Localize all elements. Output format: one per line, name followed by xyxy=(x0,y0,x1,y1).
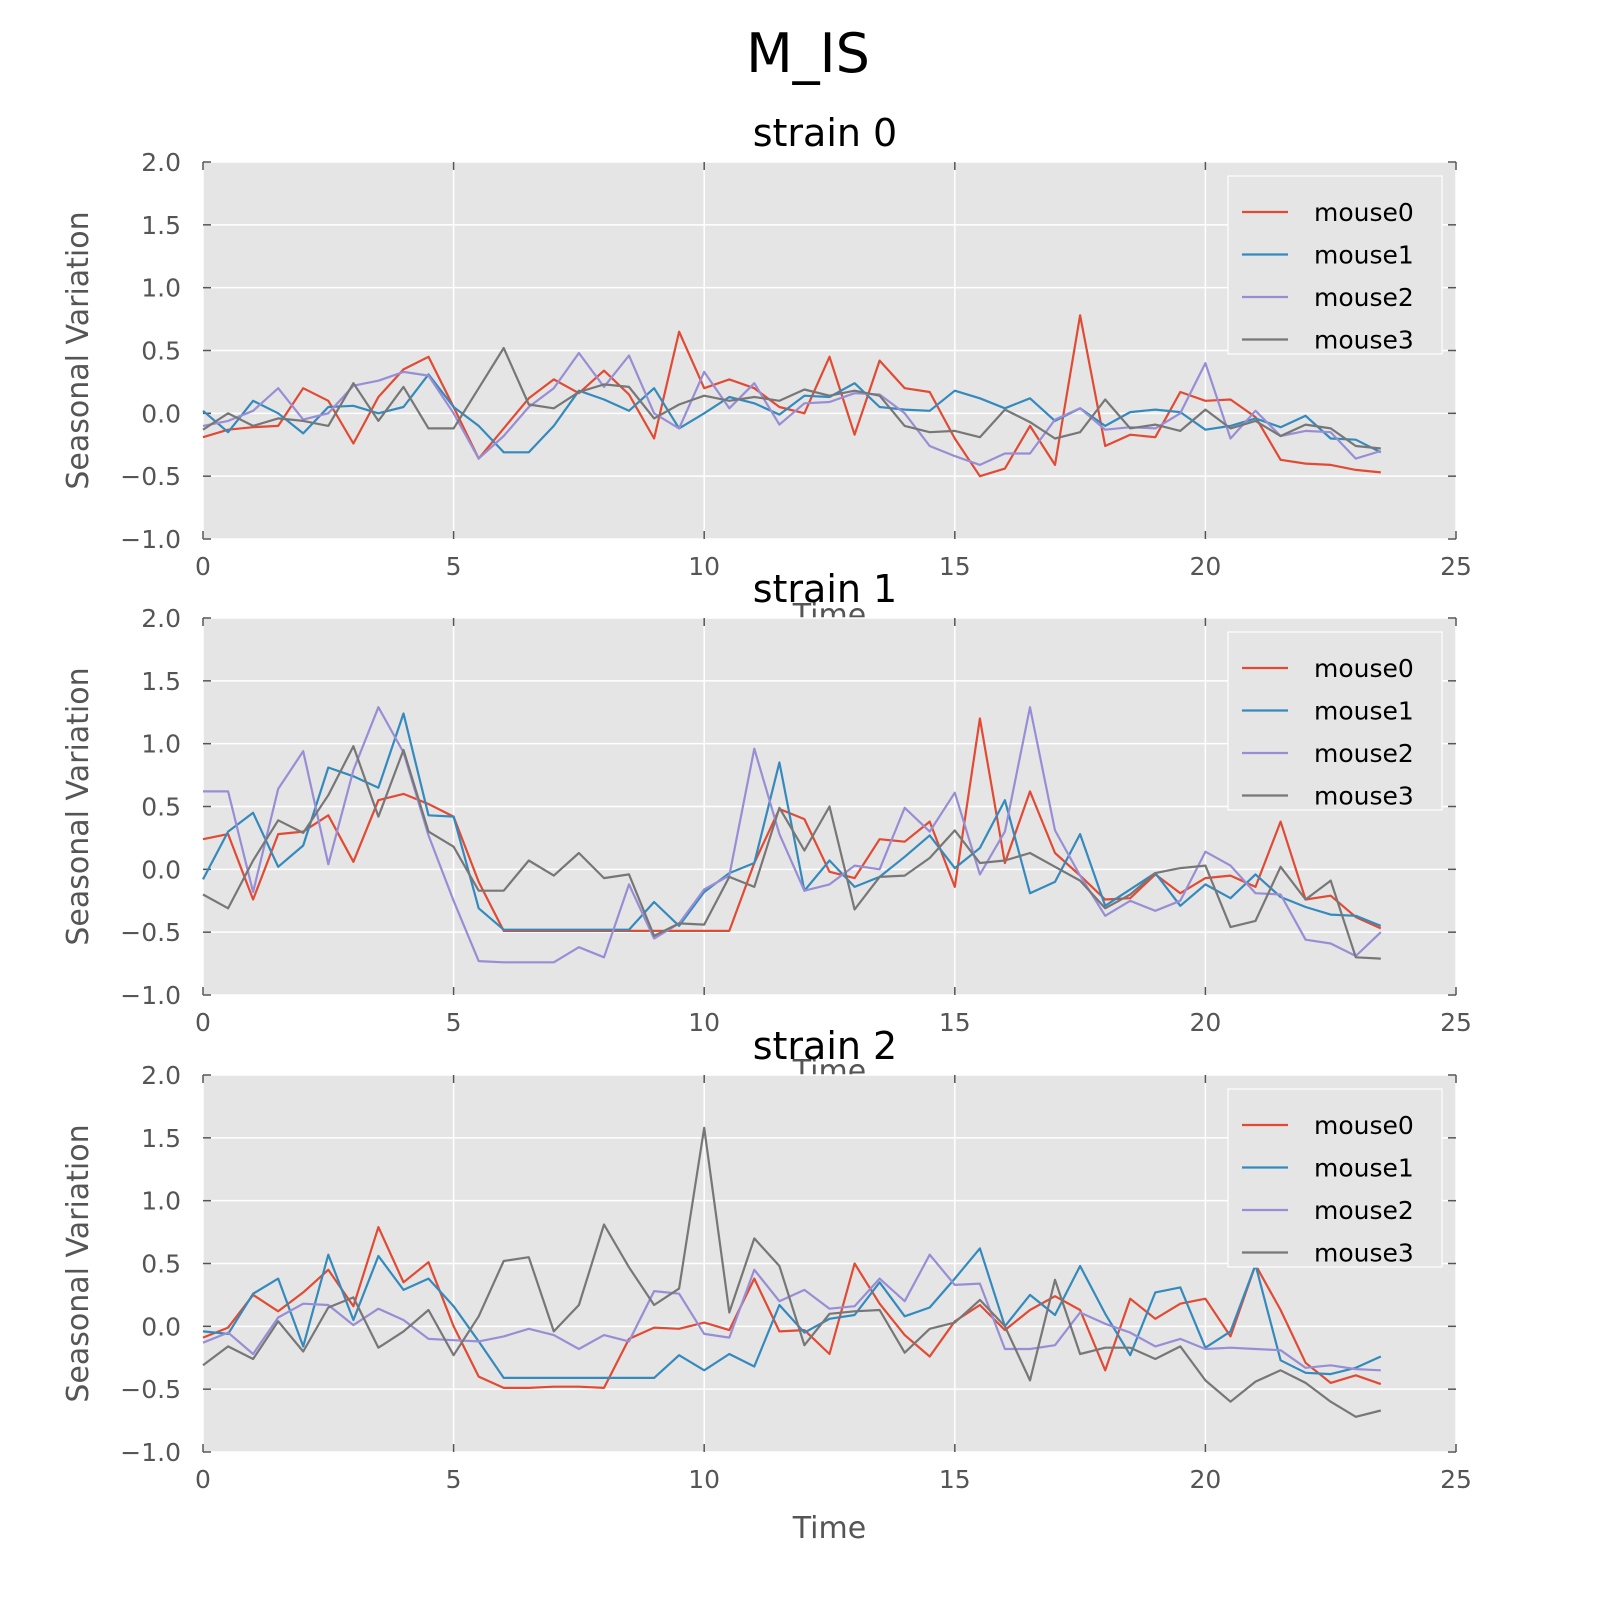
legend: mouse0 mouse1 mouse2 mouse3 xyxy=(1227,175,1443,355)
y-tick-label: 1.5 xyxy=(141,1124,181,1153)
y-tick-label: 1.5 xyxy=(141,211,181,240)
x-tick-label: 0 xyxy=(195,1008,211,1037)
legend-label: mouse2 xyxy=(1314,283,1414,312)
y-tick-label: 2.0 xyxy=(141,148,181,177)
series-line-mouse3 xyxy=(202,346,1381,450)
series-line-mouse2 xyxy=(202,351,1382,466)
series-line-mouse3 xyxy=(202,1126,1382,1418)
legend-label: mouse1 xyxy=(1314,697,1414,726)
y-tick-label: −1.0 xyxy=(120,981,181,1010)
legend-label: mouse0 xyxy=(1314,198,1414,227)
legend: mouse0 mouse1 mouse2 mouse3 xyxy=(1227,1088,1443,1268)
x-tick-label: 10 xyxy=(688,1008,720,1037)
x-tick-label: 0 xyxy=(195,552,211,581)
y-tick-label: 2.0 xyxy=(141,604,181,633)
y-tick-label: 0.0 xyxy=(141,399,181,428)
x-axis-label: Time xyxy=(792,1511,866,1546)
subplot-1: 0 5 10 15 20 25−1.0−0.50.00.51.01.52.0mouse0m… xyxy=(61,604,1472,1089)
x-tick-label: 15 xyxy=(939,1008,971,1037)
subplot-title: strain 0 xyxy=(753,111,898,155)
legend-label: mouse0 xyxy=(1314,654,1414,683)
y-tick-label: 1.0 xyxy=(141,730,181,759)
x-tick-label: 20 xyxy=(1189,1008,1221,1037)
legend-label: mouse3 xyxy=(1314,1239,1414,1268)
y-tick-label: 1.5 xyxy=(141,667,181,696)
x-tick-label: 5 xyxy=(446,1008,462,1037)
y-tick-label: 0.5 xyxy=(141,1250,181,1279)
legend-frame xyxy=(1227,175,1443,355)
legend-frame xyxy=(1227,631,1443,811)
x-tick-label: 5 xyxy=(446,552,462,581)
series-line-mouse2 xyxy=(203,706,1382,964)
subplot-0: 0 5 10 15 20 25−1.0−0.50.00.51.01.52.0mouse0m… xyxy=(61,148,1472,633)
series-line-mouse1 xyxy=(202,373,1382,454)
x-tick-label: 25 xyxy=(1440,1008,1472,1037)
legend-label: mouse2 xyxy=(1314,1196,1414,1225)
legend-label: mouse3 xyxy=(1314,326,1414,355)
figure-title: M_IS xyxy=(746,22,870,85)
y-tick-label: −0.5 xyxy=(120,1375,181,1404)
x-tick-label: 10 xyxy=(688,1465,720,1494)
x-tick-label: 15 xyxy=(939,552,971,581)
y-tick-label: −0.5 xyxy=(120,918,181,947)
legend-label: mouse1 xyxy=(1314,241,1414,270)
legend-label: mouse2 xyxy=(1314,739,1414,768)
x-tick-label: 0 xyxy=(195,1465,211,1494)
x-tick-label: 25 xyxy=(1440,552,1472,581)
series-line-mouse2 xyxy=(202,1253,1381,1372)
y-tick-label: 0.0 xyxy=(141,1312,181,1341)
y-axis-label: Seasonal Variation xyxy=(61,211,96,489)
series-line-mouse0 xyxy=(202,1225,1382,1390)
legend-label: mouse3 xyxy=(1314,782,1414,811)
subplots: 0 5 10 15 20 25−1.0−0.50.00.51.01.52.0mouse0m… xyxy=(61,111,1472,1546)
x-tick-label: 20 xyxy=(1189,1465,1221,1494)
legend-label: mouse0 xyxy=(1314,1111,1414,1140)
y-axis-label: Seasonal Variation xyxy=(61,667,96,945)
series-line-mouse3 xyxy=(202,745,1381,960)
x-tick-label: 5 xyxy=(446,1465,462,1494)
y-tick-label: −0.5 xyxy=(120,462,181,491)
y-tick-label: −1.0 xyxy=(120,525,181,554)
legend: mouse0 mouse1 mouse2 mouse3 xyxy=(1227,631,1443,811)
y-tick-label: 0.0 xyxy=(141,855,181,884)
y-tick-label: 0.5 xyxy=(141,793,181,822)
x-tick-label: 25 xyxy=(1440,1465,1472,1494)
y-tick-label: 1.0 xyxy=(141,274,181,303)
subplot-title: strain 2 xyxy=(753,1024,898,1068)
subplot-2: 0 5 10 15 20 25−1.0−0.50.00.51.01.52.0mouse0m… xyxy=(61,1061,1472,1546)
y-tick-label: 2.0 xyxy=(141,1061,181,1090)
y-tick-label: 1.0 xyxy=(141,1187,181,1216)
legend-label: mouse1 xyxy=(1314,1154,1414,1183)
series-line-mouse1 xyxy=(202,1247,1382,1380)
x-tick-label: 15 xyxy=(939,1465,971,1494)
y-axis-label: Seasonal Variation xyxy=(61,1124,96,1402)
x-tick-label: 20 xyxy=(1189,552,1221,581)
x-tick-label: 10 xyxy=(688,552,720,581)
y-tick-label: −1.0 xyxy=(120,1438,181,1467)
series-line-mouse1 xyxy=(202,712,1382,931)
subplot-title: strain 1 xyxy=(753,567,898,611)
legend-frame xyxy=(1227,1088,1443,1268)
y-tick-label: 0.5 xyxy=(141,337,181,366)
